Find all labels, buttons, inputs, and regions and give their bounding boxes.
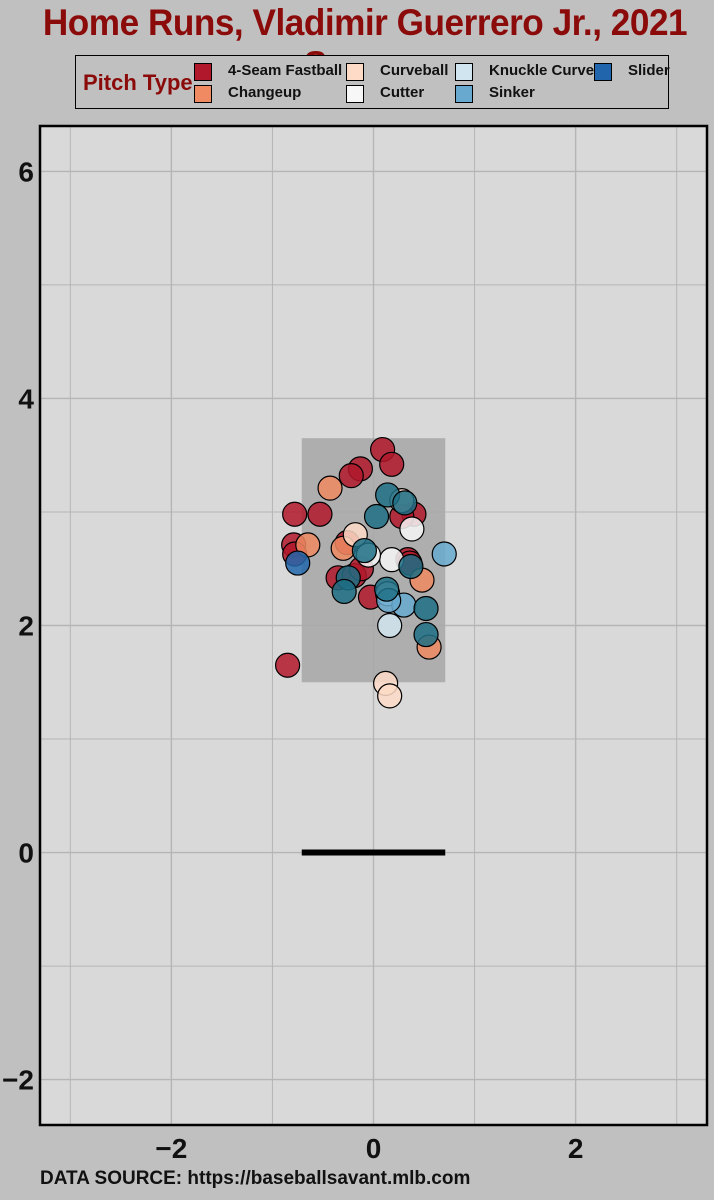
pitch-point [363, 503, 390, 530]
pitch-point [392, 490, 418, 516]
pitch-point [399, 516, 425, 542]
pitch-point [331, 578, 357, 605]
x-tick-label: −2 [155, 1133, 187, 1164]
x-tick-label: 0 [366, 1133, 382, 1164]
pitch-point [377, 612, 403, 639]
legend-label: Changeup [228, 84, 302, 101]
y-tick-label: 2 [18, 611, 34, 642]
pitch-point [282, 501, 308, 527]
pitch-point [317, 475, 343, 501]
pitch-point [431, 541, 457, 567]
legend-label: Slider [628, 62, 670, 79]
points-layer [274, 436, 457, 709]
pitch-point [307, 501, 333, 527]
x-tick-label: 2 [568, 1133, 584, 1164]
legend-swatch [346, 85, 364, 103]
data-source-caption: DATA SOURCE: https://baseballsavant.mlb.… [40, 1168, 471, 1189]
pitch-point [398, 553, 424, 580]
y-tick-label: 0 [18, 838, 34, 869]
pitch-point [274, 652, 301, 678]
legend-label: 4-Seam Fastball [228, 62, 343, 79]
legend-swatch [194, 85, 212, 103]
pitch-point [377, 683, 403, 709]
legend: Pitch Type 4-Seam Fastball Changeup Curv… [75, 55, 670, 109]
legend-label: Sinker [489, 84, 535, 101]
plot-border [38, 124, 709, 1127]
pitch-point [379, 451, 405, 477]
y-tick-label: 4 [18, 383, 34, 414]
pitch-point [285, 550, 311, 576]
legend-title: Pitch Type [83, 70, 193, 95]
y-tick-label: 6 [18, 156, 34, 187]
legend-swatch [346, 63, 364, 81]
legend-label: Knuckle Curve [489, 62, 595, 79]
legend-label: Curveball [380, 62, 449, 79]
legend-swatch [455, 85, 473, 103]
pitch-point [374, 576, 400, 602]
tick-labels: −2 0 2 −2 0 2 4 6 [2, 156, 583, 1164]
y-tick-label: −2 [2, 1065, 34, 1096]
legend-swatch [594, 63, 612, 81]
pitch-point [351, 537, 378, 564]
legend-swatch [455, 63, 473, 81]
pitch-point [413, 621, 439, 648]
pitch-point [413, 595, 439, 622]
legend-label: Cutter [380, 84, 425, 101]
pitch-point [338, 463, 364, 489]
legend-swatch [194, 63, 212, 81]
